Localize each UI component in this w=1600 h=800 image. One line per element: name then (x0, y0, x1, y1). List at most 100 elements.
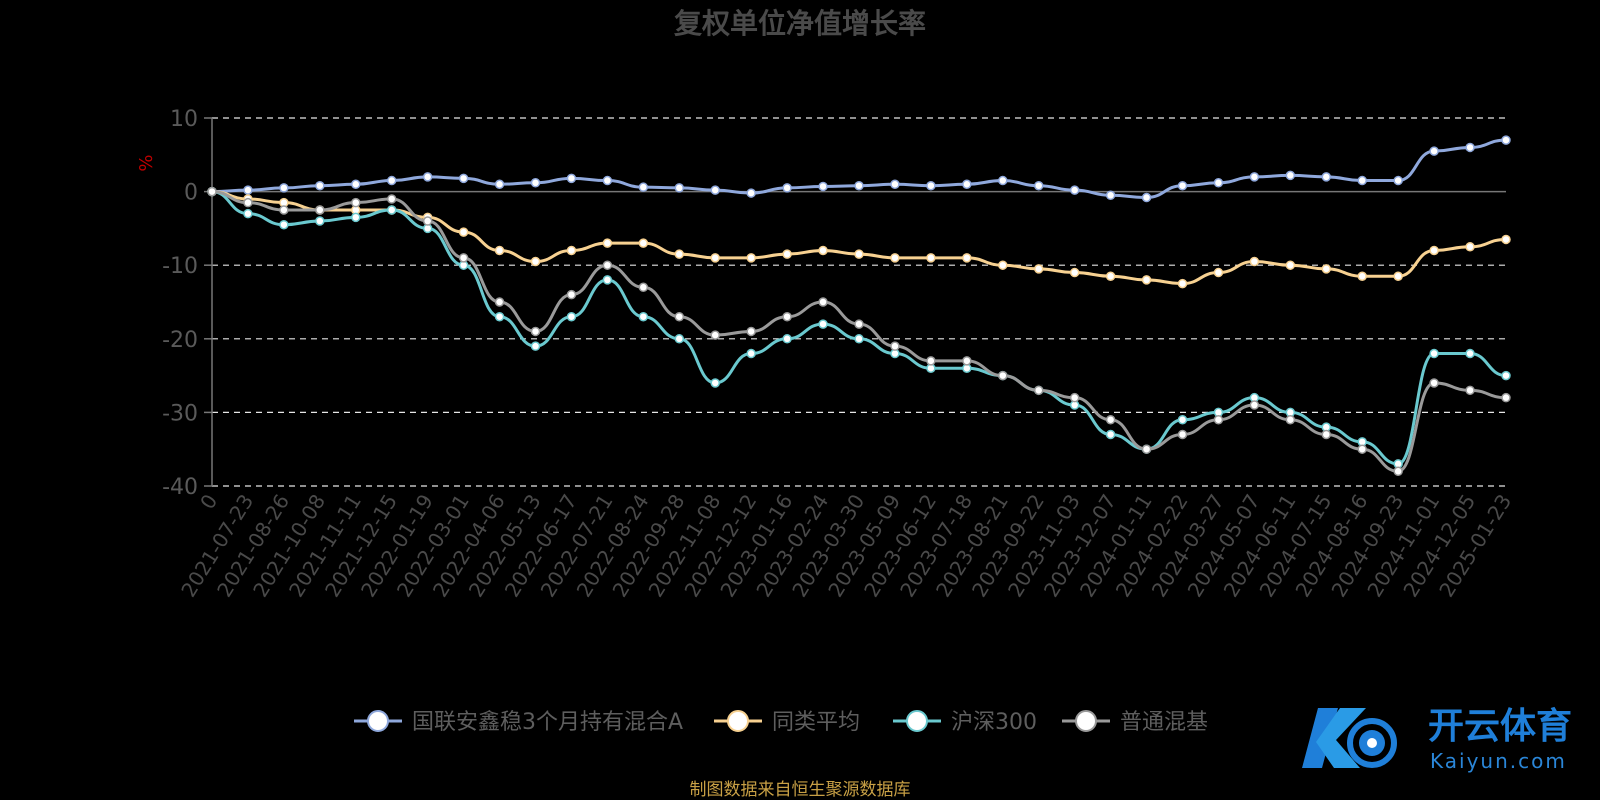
data-point (566, 245, 577, 256)
data-point (1213, 178, 1224, 188)
legend-swatch-marker (906, 710, 928, 732)
data-point (602, 260, 613, 270)
series-line (211, 190, 1507, 473)
data-point (1177, 180, 1188, 191)
chart-title: 复权单位净值增长率 (674, 7, 926, 40)
data-point (818, 319, 828, 329)
data-point (494, 297, 505, 307)
data-point (1141, 192, 1152, 203)
data-point (1105, 429, 1116, 440)
data-point (638, 282, 649, 293)
data-point (998, 175, 1008, 186)
data-point (1249, 400, 1260, 410)
data-point (315, 205, 325, 215)
data-point (494, 245, 505, 256)
data-point (1393, 175, 1403, 186)
data-point (1213, 267, 1224, 278)
data-point (530, 178, 541, 188)
data-point (710, 185, 720, 195)
data-point (674, 311, 685, 322)
data-point (494, 311, 505, 322)
data-point (926, 356, 936, 366)
data-point (710, 253, 720, 263)
legend-swatch-marker (727, 710, 749, 732)
data-point (854, 334, 864, 344)
y-tick-label: 0 (184, 181, 198, 206)
data-point (782, 183, 792, 193)
data-point (1249, 256, 1260, 267)
data-point (458, 253, 469, 263)
data-point (818, 297, 828, 307)
data-point (207, 186, 217, 197)
data-point (386, 194, 397, 204)
data-point (351, 212, 361, 223)
data-point (1069, 267, 1080, 278)
data-point (1105, 415, 1116, 425)
data-point (1429, 378, 1439, 388)
data-point (1465, 348, 1475, 359)
data-point (782, 334, 792, 344)
data-point (1501, 392, 1511, 403)
x-tick-label: 0 (195, 490, 222, 514)
y-axis-label: % (136, 154, 157, 171)
data-point (1177, 429, 1188, 440)
data-point (854, 180, 864, 191)
data-point (1429, 245, 1439, 256)
data-point (746, 253, 756, 263)
legend-label: 沪深300 (951, 710, 1037, 735)
data-point (1177, 278, 1188, 289)
data-point (962, 179, 972, 189)
data-point (243, 197, 253, 208)
data-point (1177, 415, 1188, 425)
data-point (386, 175, 397, 186)
data-point (1105, 190, 1116, 201)
data-point (962, 356, 972, 366)
data-point (962, 253, 972, 263)
legend-label: 国联安鑫稳3个月持有混合A (412, 710, 683, 735)
data-point (602, 175, 613, 186)
data-point (1357, 271, 1367, 281)
data-point (530, 326, 541, 337)
data-point (279, 205, 289, 215)
data-point (1033, 180, 1044, 191)
kaiyun-logo-icon (1302, 708, 1397, 768)
data-point (530, 256, 541, 267)
data-point (1393, 466, 1403, 477)
data-point (710, 378, 720, 388)
data-point (1357, 175, 1367, 186)
data-point (1465, 142, 1475, 153)
watermark-logo: 开云体育 Kaiyun.com (1302, 706, 1572, 773)
data-point (1249, 172, 1260, 182)
y-tick-label: -20 (162, 328, 198, 353)
data-point (710, 330, 720, 340)
data-point (422, 216, 433, 226)
legend-label: 普通混基 (1120, 710, 1208, 735)
data-point (351, 179, 361, 189)
watermark-text: 开云体育 (1428, 706, 1572, 747)
data-point (638, 182, 649, 192)
data-point (243, 185, 253, 195)
data-point (279, 219, 289, 230)
data-point (998, 260, 1008, 270)
y-tick-label: 10 (170, 107, 198, 132)
data-point (386, 205, 397, 215)
data-point (1069, 392, 1080, 403)
data-point (1501, 234, 1511, 245)
data-point (1321, 429, 1332, 440)
data-point (890, 179, 900, 189)
data-point (566, 289, 577, 300)
legend: 国联安鑫稳3个月持有混合A 同类平均 沪深300 普通混基 (354, 710, 1208, 735)
data-point (1285, 170, 1296, 181)
data-point (458, 173, 469, 184)
series-lines (207, 135, 1511, 477)
y-tick-labels: 10 0 -10 -20 -30 -40 (162, 107, 198, 500)
data-point (566, 311, 577, 322)
data-point (1501, 370, 1511, 381)
legend-swatch-marker (367, 710, 389, 732)
data-point (315, 180, 325, 191)
data-point (782, 249, 792, 259)
data-point (422, 172, 433, 182)
data-point (746, 348, 756, 359)
data-point (746, 188, 756, 198)
